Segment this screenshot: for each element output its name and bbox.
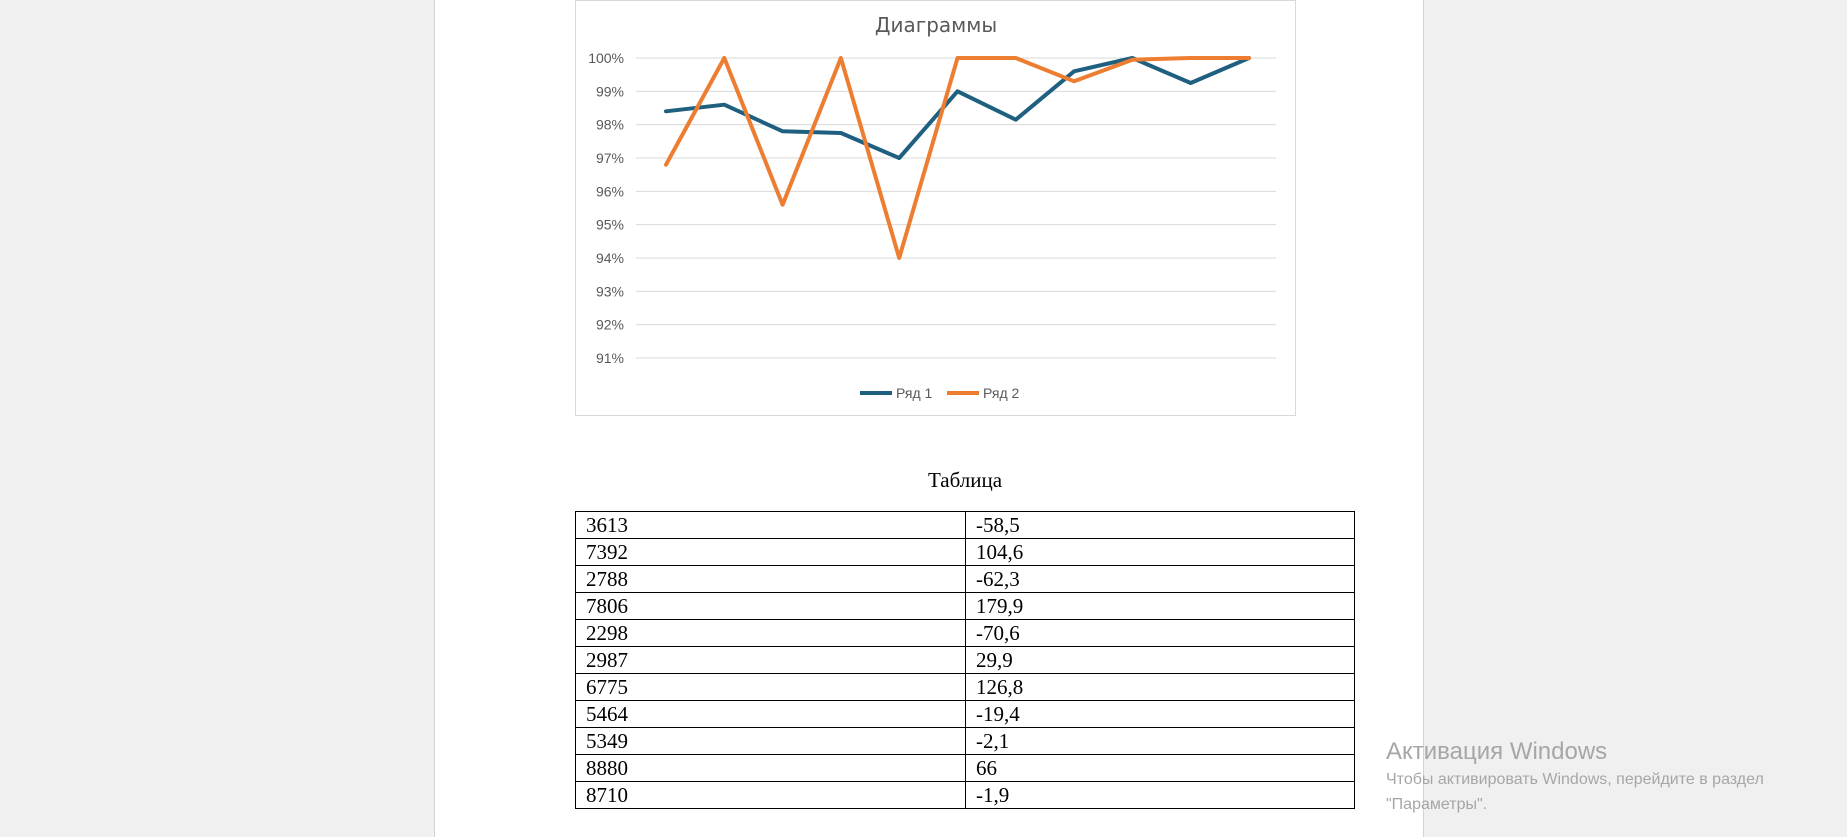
table-cell-change[interactable]: -19,4 — [965, 700, 1355, 728]
table-cell-value[interactable]: 3613 — [575, 511, 966, 539]
chart-container[interactable]: Диаграммы 100% 99% 98% 97% 96% 95% 94% 93% 92% 91%… — [575, 0, 1296, 416]
table-row: 2788 -62,3 — [575, 565, 1355, 593]
table-row: 6775 126,8 — [575, 673, 1355, 701]
windows-activation-watermark: Активация Windows Чтобы активировать Win… — [1386, 737, 1764, 817]
y-tick-label: 98% — [596, 117, 624, 133]
table-cell-change[interactable]: -58,5 — [965, 511, 1355, 539]
table-cell-value[interactable]: 2987 — [575, 646, 966, 674]
table-row: 2298 -70,6 — [575, 619, 1355, 647]
table-cell-value[interactable]: 8710 — [575, 781, 966, 809]
table-row: 2987 29,9 — [575, 646, 1355, 674]
table-row: 5349 -2,1 — [575, 727, 1355, 755]
table-cell-change[interactable]: -62,3 — [965, 565, 1355, 593]
legend-label-1: Ряд 1 — [896, 385, 933, 401]
table-row: 7392 104,6 — [575, 538, 1355, 566]
y-tick-label: 91% — [596, 350, 624, 366]
table-cell-value[interactable]: 6775 — [575, 673, 966, 701]
table-cell-change[interactable]: -2,1 — [965, 727, 1355, 755]
data-table-body: 3613 -58,5 7392 104,6 2788 -62,3 7806 179,9 2298… — [575, 511, 1355, 809]
table-cell-value[interactable]: 5464 — [575, 700, 966, 728]
y-tick-label: 92% — [596, 317, 624, 333]
series-line-1[interactable] — [664, 56, 1251, 160]
table-caption: Таблица — [927, 468, 1003, 492]
table-row: 8880 66 — [575, 754, 1355, 782]
table-cell-change[interactable]: 126,8 — [965, 673, 1355, 701]
table-cell-change[interactable]: 104,6 — [965, 538, 1355, 566]
y-tick-label: 100% — [588, 50, 624, 66]
table-cell-change[interactable]: -1,9 — [965, 781, 1355, 809]
table-row: 8710 -1,9 — [575, 781, 1355, 809]
table-row: 5464 -19,4 — [575, 700, 1355, 728]
y-tick-label: 95% — [596, 217, 624, 233]
watermark-line-1: Чтобы активировать Windows, перейдите в … — [1386, 771, 1764, 788]
table-cell-change[interactable]: 66 — [965, 754, 1355, 782]
table-cell-change[interactable]: 29,9 — [965, 646, 1355, 674]
series-line-2[interactable] — [664, 56, 1251, 260]
table-cell-value[interactable]: 5349 — [575, 727, 966, 755]
watermark-line-2: "Параметры". — [1386, 796, 1488, 813]
y-tick-label: 97% — [596, 150, 624, 166]
table-cell-value[interactable]: 2788 — [575, 565, 966, 593]
watermark-title: Активация Windows — [1386, 738, 1608, 765]
table-cell-change[interactable]: -70,6 — [965, 619, 1355, 647]
y-tick-label: 94% — [596, 250, 624, 266]
table-cell-change[interactable]: 179,9 — [965, 592, 1355, 620]
legend-label-2: Ряд 2 — [983, 385, 1020, 401]
table-cell-value[interactable]: 2298 — [575, 619, 966, 647]
y-tick-label: 93% — [596, 283, 624, 299]
table-row: 7806 179,9 — [575, 592, 1355, 620]
table-row: 3613 -58,5 — [575, 511, 1355, 539]
chart-title: Диаграммы — [875, 13, 997, 37]
line-chart: Диаграммы 100% 99% 98% 97% 96% 95% 94% 93% 92% 91%… — [588, 13, 1276, 401]
table-cell-value[interactable]: 8880 — [575, 754, 966, 782]
table-cell-value[interactable]: 7392 — [575, 538, 966, 566]
table-cell-value[interactable]: 7806 — [575, 592, 966, 620]
data-table[interactable]: 3613 -58,5 7392 104,6 2788 -62,3 7806 179,9 2298… — [575, 511, 1355, 809]
y-tick-label: 96% — [596, 183, 624, 199]
y-tick-label: 99% — [596, 83, 624, 99]
